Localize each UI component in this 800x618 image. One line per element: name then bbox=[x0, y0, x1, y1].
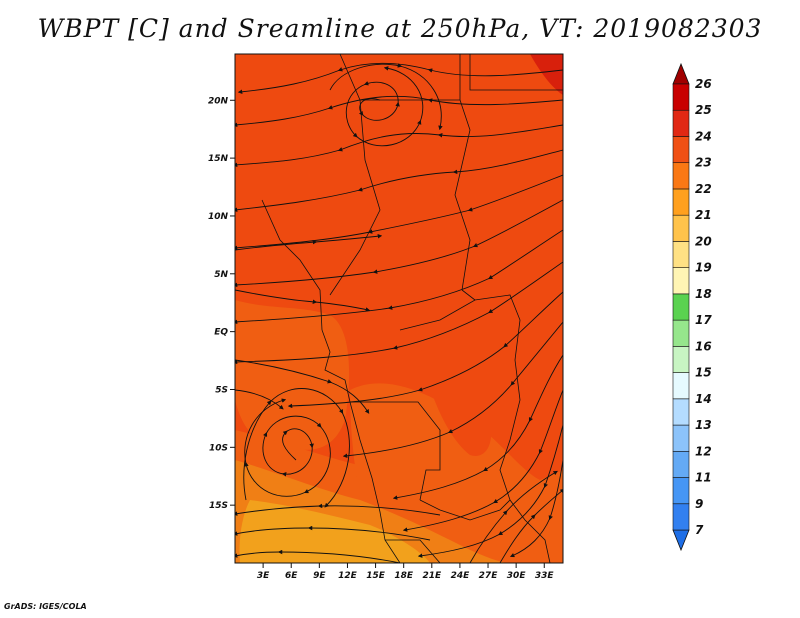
colorbar-label: 9 bbox=[695, 497, 703, 511]
streamlines bbox=[235, 62, 563, 563]
colorbar-label: 16 bbox=[695, 339, 712, 353]
streamline bbox=[235, 289, 371, 312]
streamline bbox=[235, 525, 431, 541]
colorbar-bin bbox=[672, 398, 690, 426]
colorbar-label: 7 bbox=[695, 523, 704, 537]
colorbar-bin bbox=[672, 346, 690, 373]
colorbar-bin bbox=[672, 109, 690, 137]
colorbar-label: 13 bbox=[695, 418, 712, 432]
lon-tick-label: 27E bbox=[479, 571, 499, 581]
lon-tick-label: 21E bbox=[422, 571, 442, 581]
colorbar-bin bbox=[672, 83, 690, 111]
lat-tick-label: EQ bbox=[214, 328, 228, 338]
colorbar-label: 11 bbox=[695, 471, 712, 485]
colorbar: 7 9 11 12 13 14 15 16 17 18 19 20 21 22 23 24 25 26 bbox=[672, 62, 712, 552]
lon-tick-label: 3E bbox=[257, 571, 270, 581]
colorbar-bin bbox=[672, 450, 690, 478]
streamline bbox=[243, 388, 350, 508]
colorbar-bin bbox=[672, 503, 690, 531]
colorbar-bin bbox=[672, 293, 690, 321]
longitude-axis: 3E 6E 9E 12E 15E 18E 21E 24E 27E 30E 33E bbox=[257, 563, 555, 581]
lon-tick-label: 9E bbox=[313, 571, 326, 581]
latitude-axis: 20N 15N 10N 5N EQ 5S 10S 15S bbox=[208, 96, 235, 511]
lon-tick-label: 15E bbox=[366, 571, 386, 581]
lon-tick-label: 18E bbox=[394, 571, 414, 581]
colorbar-bin bbox=[672, 372, 690, 400]
lat-tick-label: 5N bbox=[214, 270, 228, 280]
colorbar-label: 24 bbox=[695, 129, 712, 143]
lat-tick-label: 15S bbox=[209, 501, 228, 511]
colorbar-label: 17 bbox=[695, 313, 712, 327]
lon-tick-label: 12E bbox=[338, 571, 358, 581]
streamline bbox=[237, 62, 563, 95]
wbpt-region-25 bbox=[530, 54, 563, 95]
colorbar-bin bbox=[672, 162, 690, 190]
lon-tick-label: 30E bbox=[507, 571, 527, 581]
lon-tick-label: 6E bbox=[285, 571, 298, 581]
colorbar-bin bbox=[672, 424, 690, 452]
colorbar-bin bbox=[672, 188, 690, 216]
grads-credit: GrADS: IGES/COLA bbox=[4, 602, 87, 611]
map-panel: 20N 15N 10N 5N EQ 5S 10S 15S 3E 6E 9E 12E 15E 18E 21E… bbox=[208, 53, 564, 581]
streamline bbox=[235, 149, 563, 212]
colorbar-upper-arrow bbox=[672, 62, 690, 85]
lat-tick-label: 5S bbox=[215, 385, 228, 395]
lon-tick-label: 33E bbox=[535, 571, 555, 581]
streamline bbox=[329, 63, 443, 131]
colorbar-label: 14 bbox=[695, 392, 712, 406]
colorbar-lower-arrow bbox=[672, 529, 690, 552]
colorbar-label: 15 bbox=[695, 366, 712, 380]
streamline bbox=[235, 359, 370, 414]
lat-tick-label: 10S bbox=[209, 443, 228, 453]
colorbar-bin bbox=[672, 319, 690, 347]
colorbar-bin bbox=[672, 267, 690, 295]
colorbar-label: 21 bbox=[695, 208, 712, 222]
colorbar-label: 20 bbox=[695, 234, 712, 248]
colorbar-label: 19 bbox=[695, 261, 712, 275]
colorbar-bin bbox=[672, 241, 690, 268]
lon-tick-label: 24E bbox=[451, 571, 471, 581]
streamline bbox=[235, 233, 383, 251]
streamline bbox=[469, 470, 558, 563]
colorbar-label: 22 bbox=[695, 182, 712, 196]
colorbar-bin bbox=[672, 477, 690, 505]
colorbar-label: 23 bbox=[695, 156, 712, 170]
streamline bbox=[499, 488, 563, 563]
lat-tick-label: 20N bbox=[208, 96, 229, 106]
colorbar-label: 25 bbox=[695, 103, 712, 117]
colorbar-label: 12 bbox=[695, 444, 712, 458]
wbpt-region-23-west bbox=[235, 300, 350, 450]
lat-tick-label: 15N bbox=[208, 154, 229, 164]
streamline bbox=[235, 389, 284, 410]
colorbar-bin bbox=[672, 214, 690, 242]
colorbar-label: 18 bbox=[695, 287, 712, 301]
streamline bbox=[235, 549, 401, 563]
chart-title: WBPT [C] and Sreamline at 250hPa, VT: 20… bbox=[37, 14, 763, 43]
lat-tick-label: 10N bbox=[208, 212, 229, 222]
map-frame bbox=[234, 53, 564, 564]
streamline bbox=[235, 174, 563, 251]
country-borders bbox=[261, 54, 563, 563]
colorbar-bin bbox=[672, 136, 690, 164]
colorbar-label: 26 bbox=[695, 77, 712, 91]
